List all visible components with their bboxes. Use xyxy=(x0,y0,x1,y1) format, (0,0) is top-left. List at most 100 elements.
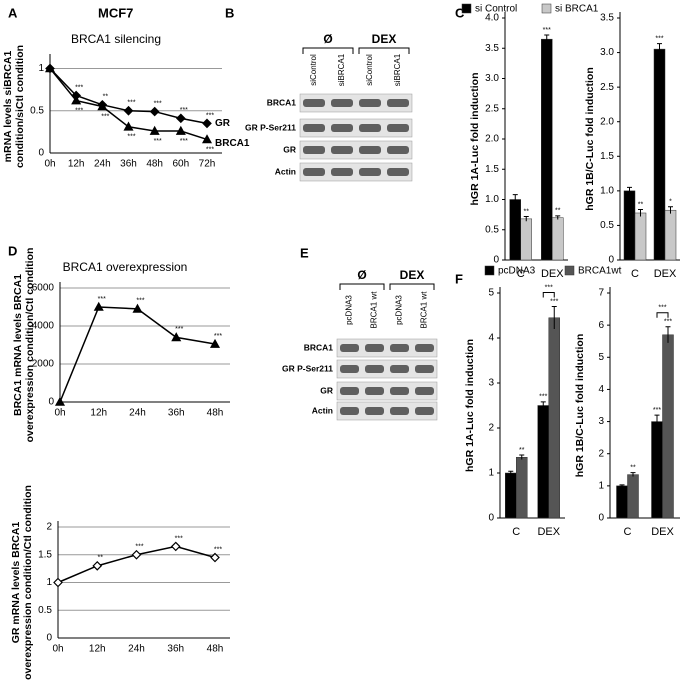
y-tick-label: 1 xyxy=(598,480,604,491)
y-tick-label: 0 xyxy=(598,513,604,524)
marker xyxy=(209,338,221,348)
y-tick-label: 0 xyxy=(38,148,44,159)
x-tick-label: 72h xyxy=(199,159,216,170)
y-tick-label: 2.5 xyxy=(600,82,614,93)
y-tick-label: 0.5 xyxy=(600,220,614,231)
marker xyxy=(171,332,182,342)
y-axis-label: hGR 1B/C-Luc fold induction xyxy=(574,334,586,477)
x-tick-label: 36h xyxy=(120,159,137,170)
y-tick-label: 1.5 xyxy=(38,549,52,560)
significance-label: *** xyxy=(154,138,162,145)
bracket-label: *** xyxy=(545,284,553,291)
blot-band xyxy=(303,124,325,132)
significance-label: ** xyxy=(519,447,525,454)
significance-label: *** xyxy=(180,138,188,145)
blot-band xyxy=(365,365,384,373)
x-tick-label: C xyxy=(631,268,639,280)
x-tick-label: 48h xyxy=(207,408,224,419)
x-tick-label: 12h xyxy=(68,159,85,170)
y-tick-label: 0.5 xyxy=(30,105,44,116)
marker xyxy=(131,549,142,560)
blot-band xyxy=(415,344,434,352)
y-tick-label: 1.0 xyxy=(485,194,499,205)
y-axis-label: hGR 1B/C-Luc fold induction xyxy=(584,67,596,210)
error-bar xyxy=(619,484,625,487)
significance-label: ** xyxy=(638,201,644,208)
blot-band xyxy=(340,407,359,415)
bar xyxy=(537,405,549,519)
marker xyxy=(44,63,56,73)
bar xyxy=(653,48,666,261)
blot-band xyxy=(331,124,353,132)
error-bar xyxy=(657,43,662,55)
x-tick-label: 36h xyxy=(167,644,184,655)
y-tick-label: 0.5 xyxy=(38,605,52,616)
marker xyxy=(132,303,143,313)
significance-label: *** xyxy=(135,544,143,551)
chart-title: BRCA1 silencing xyxy=(71,32,161,46)
significance-label: ** xyxy=(555,208,561,215)
y-axis-label: BRCA1 mRNA levels BRCA1 xyxy=(12,274,24,416)
blot-band xyxy=(340,387,359,395)
marker xyxy=(210,552,220,563)
y-tick-label: 4000 xyxy=(32,321,55,332)
error-bar xyxy=(627,186,632,195)
bar xyxy=(616,485,628,519)
significance-label: *** xyxy=(127,134,135,141)
blot-band xyxy=(387,168,409,176)
significance-label: *** xyxy=(98,296,106,303)
blot-strip xyxy=(336,381,438,401)
panel-letter: F xyxy=(455,271,463,286)
y-tick-label: 2.0 xyxy=(600,116,614,127)
y-tick-label: 2000 xyxy=(32,359,55,370)
y-tick-label: 4.0 xyxy=(485,13,499,24)
group-label: DEX xyxy=(400,268,425,282)
x-tick-label: 0h xyxy=(52,644,63,655)
blot-band xyxy=(303,99,325,107)
subtitle: MCF7 xyxy=(98,5,133,20)
x-tick-label: 12h xyxy=(90,408,107,419)
blot-band xyxy=(415,365,434,373)
y-tick-label: 0 xyxy=(488,513,494,524)
legend-label: si BRCA1 xyxy=(555,4,599,15)
error-bar xyxy=(544,34,550,44)
y-tick-label: 0 xyxy=(493,255,499,266)
series-label: BRCA1 xyxy=(215,138,250,149)
blot-band xyxy=(331,146,353,154)
bar xyxy=(662,334,674,519)
lane-label: pcDNA3 xyxy=(395,295,404,325)
marker xyxy=(201,134,213,144)
y-tick-label: 1.5 xyxy=(485,164,499,175)
row-label: BRCA1 xyxy=(267,97,297,107)
group-bracket xyxy=(389,283,435,290)
y-axis-label: condition/siCtl condition xyxy=(14,45,26,168)
blot-strip xyxy=(336,359,438,379)
y-axis-label: overexpression condition/Ctl condition xyxy=(24,248,36,443)
blot-band xyxy=(359,146,381,154)
marker xyxy=(93,301,104,311)
x-tick-label: 24h xyxy=(128,644,145,655)
significance-label: ** xyxy=(524,208,530,215)
significance-label: *** xyxy=(206,146,214,153)
y-tick-label: 3.0 xyxy=(600,47,614,58)
row-label: GR P-Ser211 xyxy=(245,122,296,132)
significance-label: ** xyxy=(103,94,109,101)
group-label: Ø xyxy=(357,268,366,282)
lane-label: BRCA1 wt xyxy=(370,291,379,329)
blot-band xyxy=(387,146,409,154)
x-tick-label: C xyxy=(624,526,632,538)
significance-label: ** xyxy=(98,555,104,562)
error-bar xyxy=(551,306,557,329)
y-tick-label: 5 xyxy=(598,352,604,363)
x-tick-label: 12h xyxy=(89,644,106,655)
row-label: Actin xyxy=(312,405,333,415)
lane-label: siBRCA1 xyxy=(337,53,346,86)
y-tick-label: 4 xyxy=(598,384,604,395)
row-label: BRCA1 xyxy=(304,342,334,352)
blot-band xyxy=(387,99,409,107)
group-label: DEX xyxy=(372,32,397,46)
legend-swatch xyxy=(461,3,472,14)
blot-strip xyxy=(299,140,413,160)
marker xyxy=(175,125,186,135)
error-bar xyxy=(665,326,671,343)
